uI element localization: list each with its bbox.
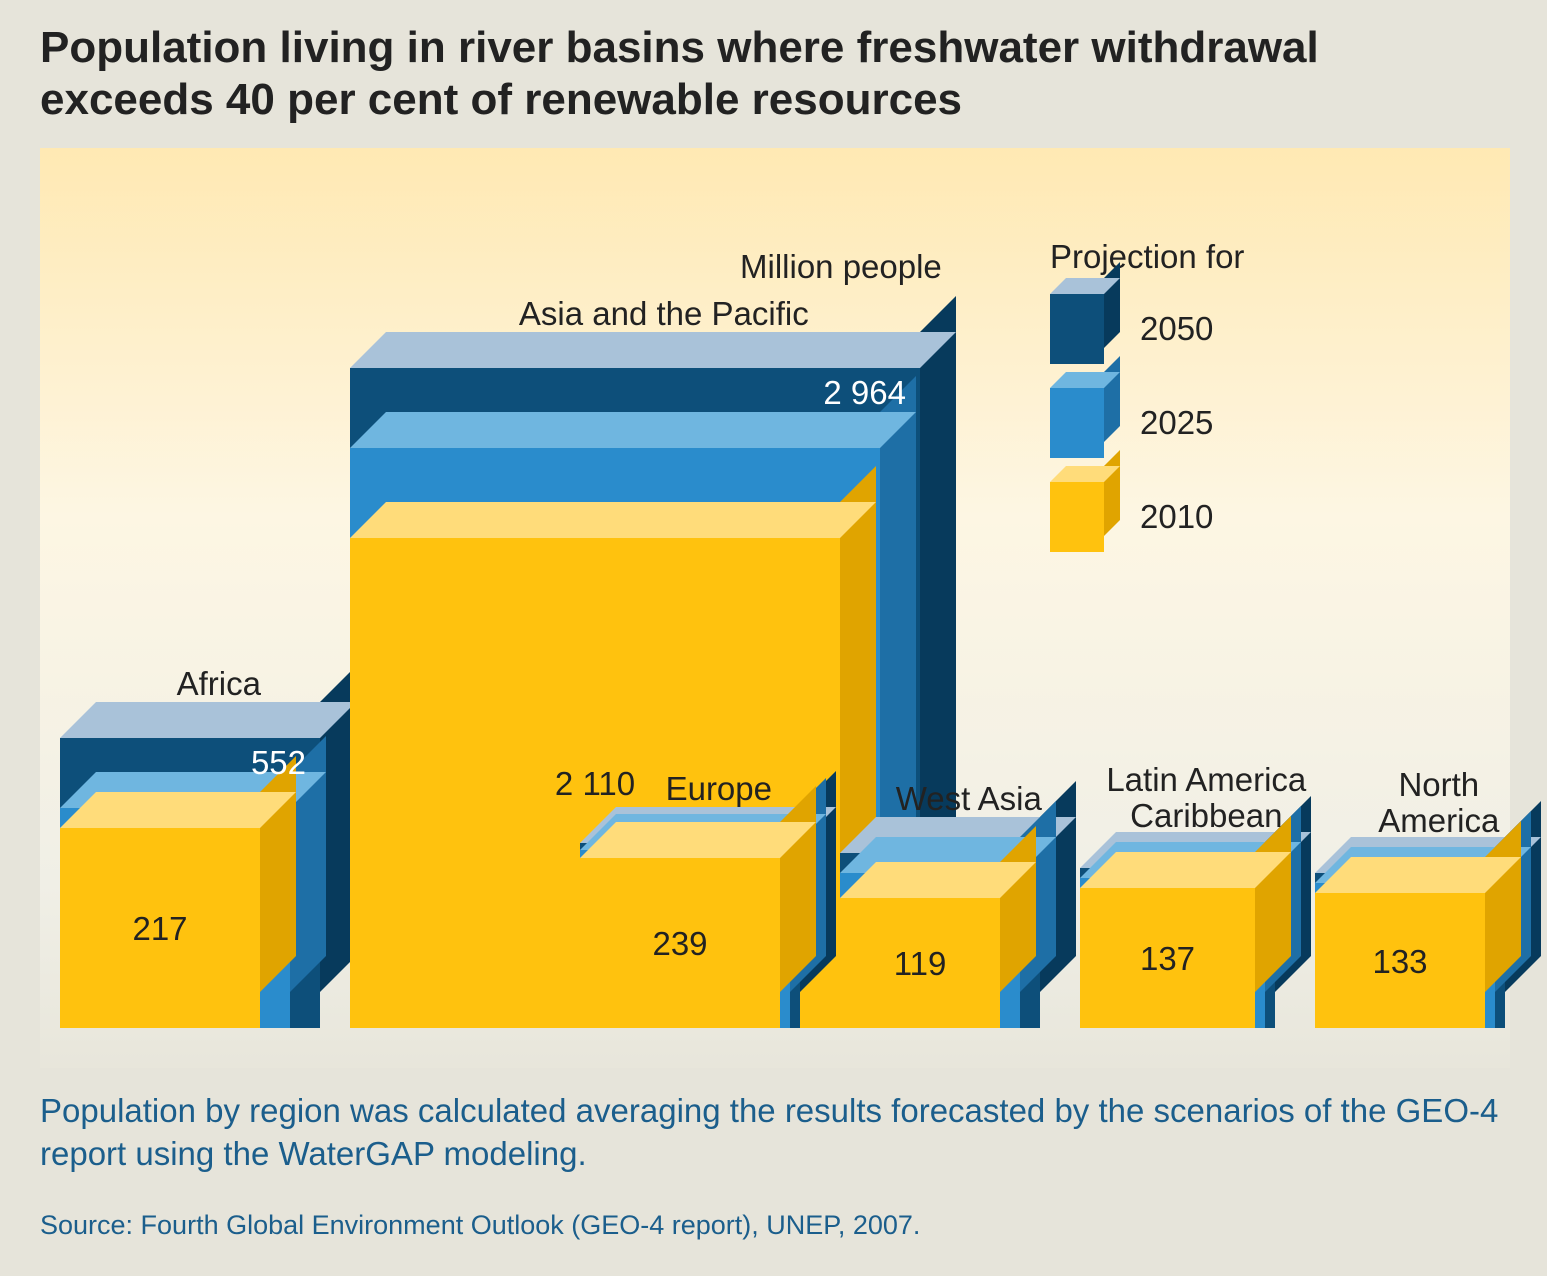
page: Population living in river basins where … <box>0 0 1547 1276</box>
chart-source: Source: Fourth Global Environment Outloo… <box>40 1210 920 1241</box>
legend-title: Projection for <box>1050 238 1244 276</box>
legend-item: 2010 <box>1050 482 1244 552</box>
unit-label: Million people <box>740 248 942 286</box>
legend-swatch <box>1050 388 1120 458</box>
chart-note: Population by region was calculated aver… <box>40 1090 1500 1176</box>
chart-area: Africa552217Asia and the Pacific2 9642 1… <box>40 148 1510 1068</box>
legend-swatch <box>1050 294 1120 364</box>
chart-title: Population living in river basins where … <box>40 22 1319 126</box>
legend-item: 2025 <box>1050 388 1244 458</box>
value-2010-label: 133 <box>1315 943 1485 981</box>
legend-item: 2050 <box>1050 294 1244 364</box>
region-bar: North America133 <box>40 148 1510 1068</box>
legend: Projection for 2050 2025 2010 <box>1050 238 1244 576</box>
legend-label: 2050 <box>1140 310 1213 348</box>
legend-label: 2010 <box>1140 498 1213 536</box>
region-name-label: North America <box>1326 767 1547 840</box>
legend-label: 2025 <box>1140 404 1213 442</box>
legend-swatch <box>1050 482 1120 552</box>
